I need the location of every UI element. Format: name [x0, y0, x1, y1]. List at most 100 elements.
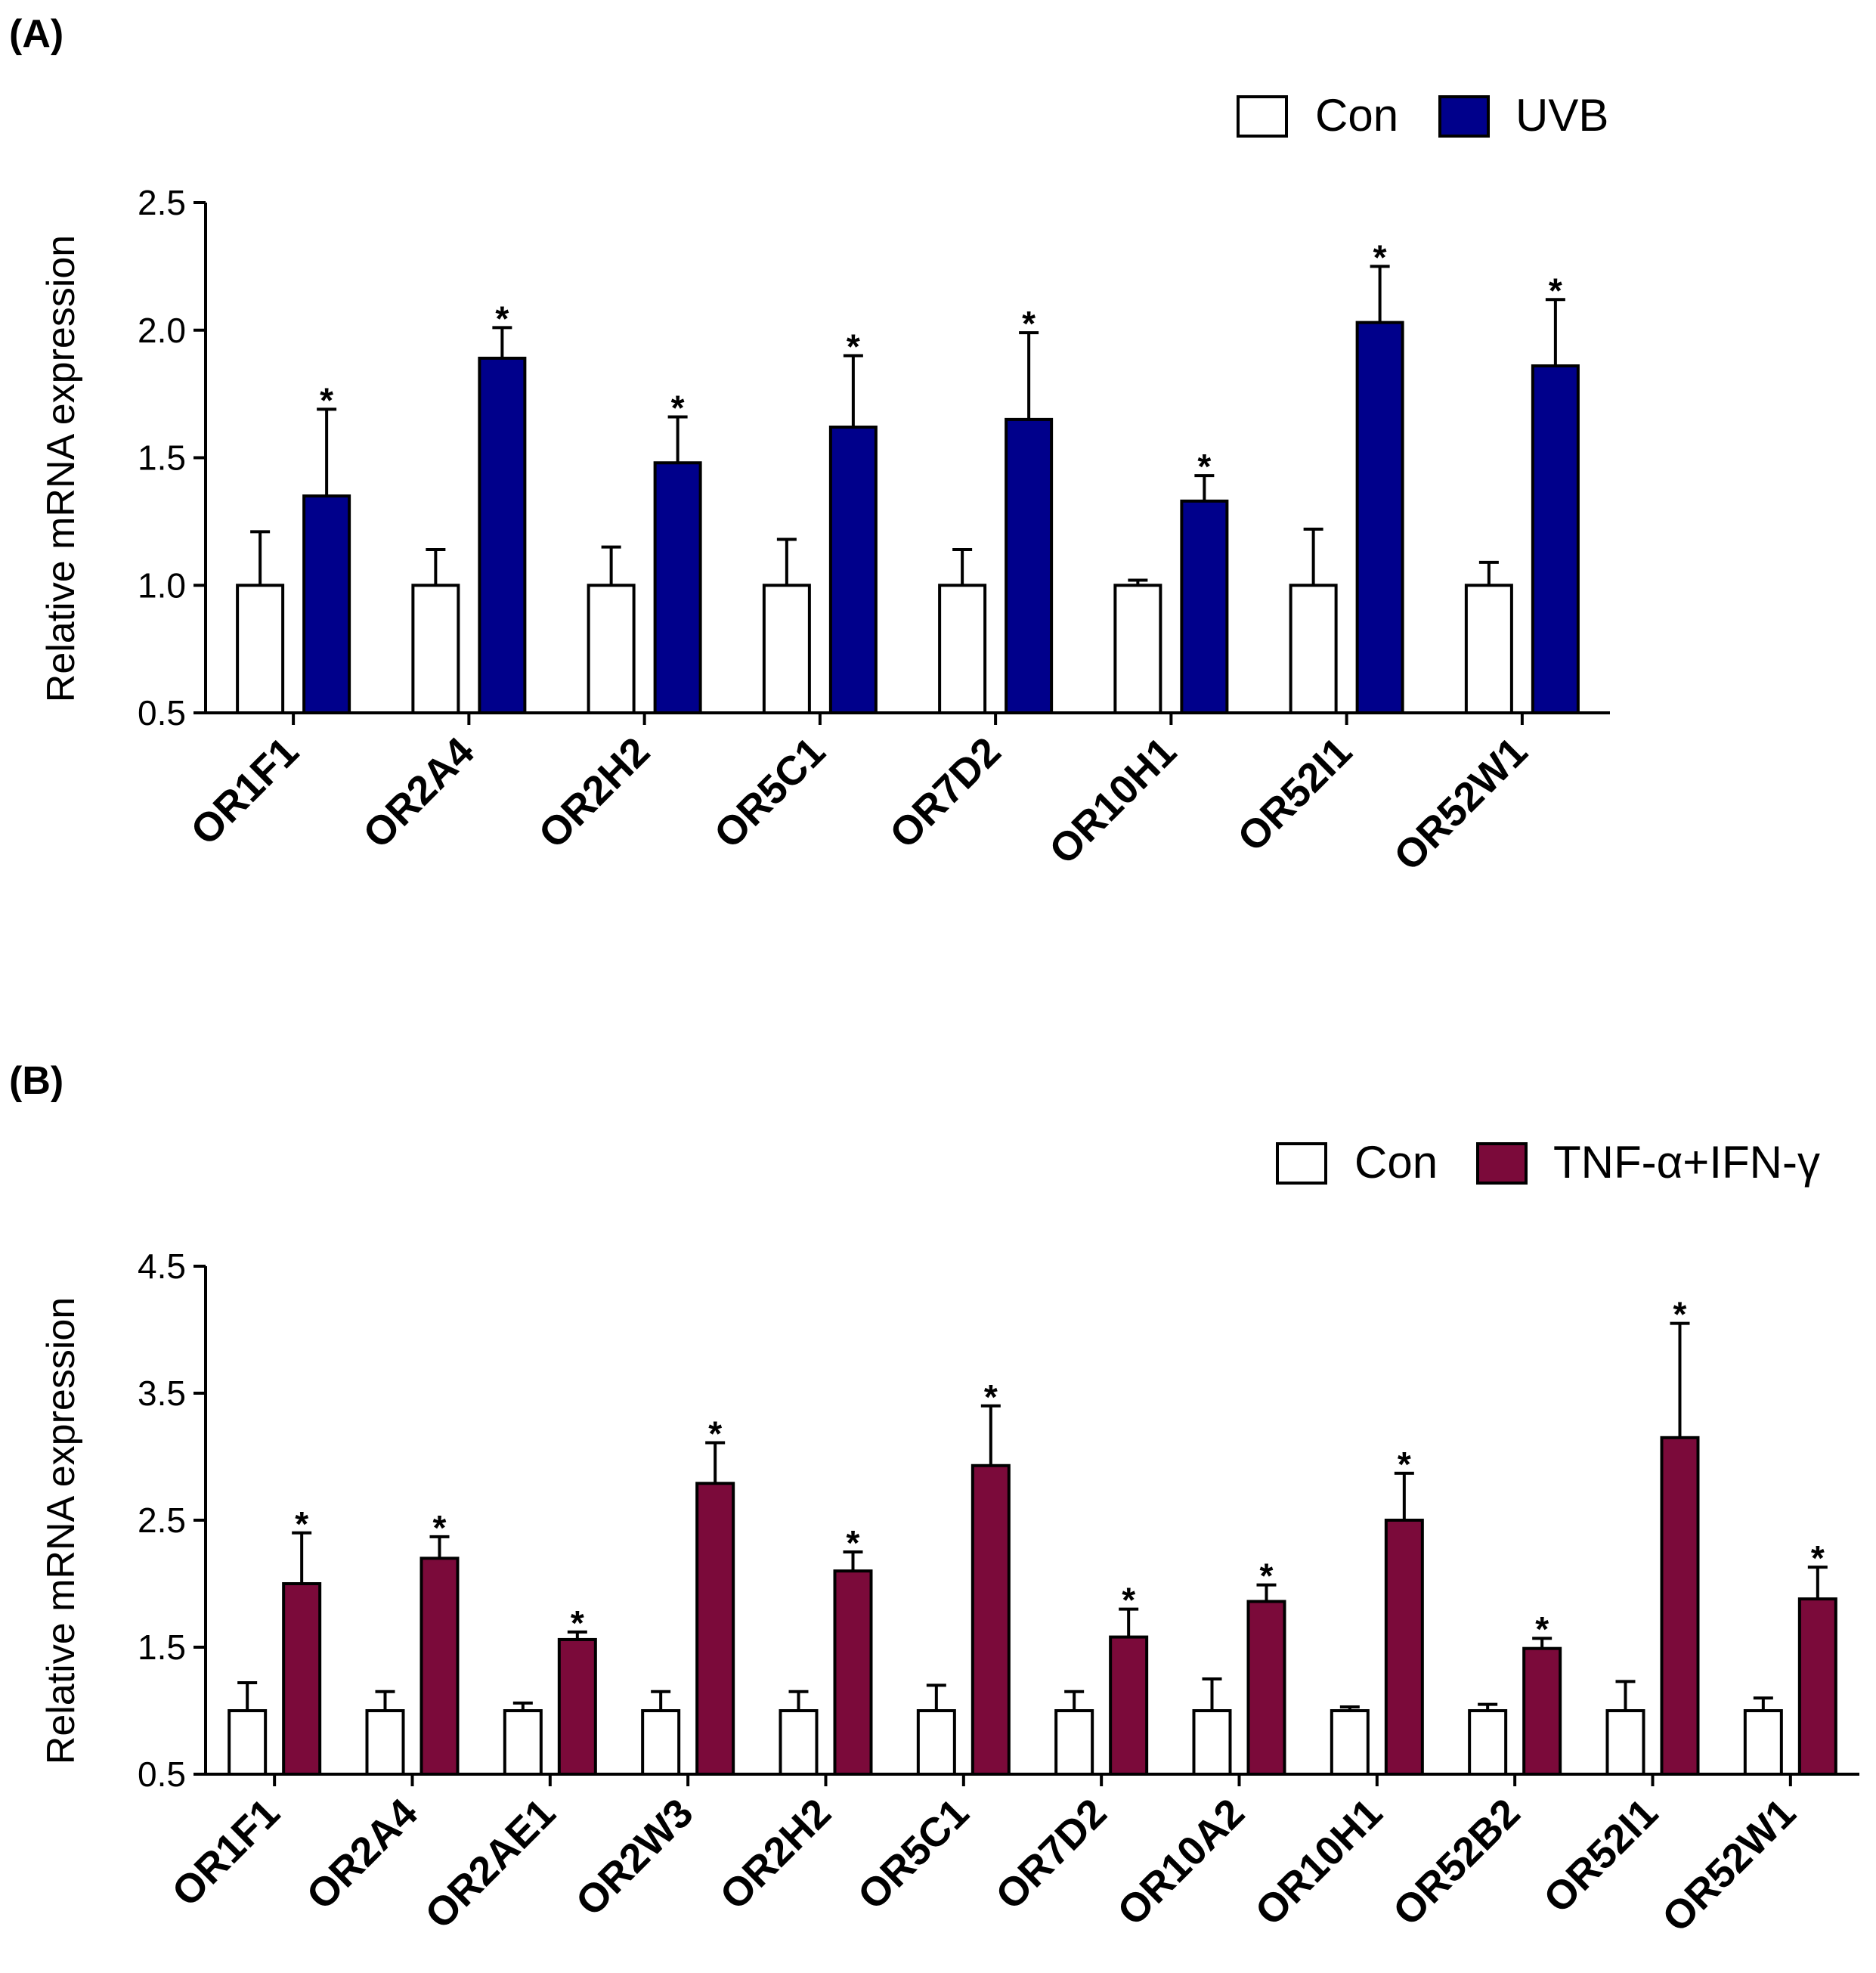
bar-con-OR52W1 — [1743, 1709, 1783, 1776]
category-label-b: OR7D2 — [987, 1790, 1116, 1919]
y-tick-label-b: 0.5 — [138, 1755, 186, 1794]
bar-treatment-OR7D2 — [1005, 417, 1054, 714]
y-tick-label-b: 2.5 — [138, 1501, 186, 1540]
panel-b: (B) Con TNF-α+IFN-γ Relative mRNA expres… — [9, 1059, 1859, 1941]
panel-b-plot: 0.5 1.5 2.5 3.5 4.5 * OR1F1 * OR2A4 * OR2AE1 * OR2W3… — [138, 1247, 1859, 1941]
bar-con-OR52I1 — [1605, 1709, 1645, 1776]
y-tick-label-b: 4.5 — [138, 1247, 186, 1286]
significance-star: * — [1811, 1538, 1825, 1578]
significance-star: * — [1398, 1445, 1411, 1484]
bar-treatment-OR2H2 — [653, 461, 702, 714]
significance-star: * — [1260, 1556, 1274, 1596]
y-tick-label-b: 3.5 — [138, 1374, 186, 1413]
category-label-b: OR5C1 — [850, 1790, 978, 1919]
category-label-a: OR5C1 — [706, 729, 834, 857]
significance-star: * — [495, 299, 509, 338]
bar-con-OR1F1 — [228, 1709, 268, 1776]
bar-treatment-OR1F1 — [282, 1582, 322, 1776]
category-label-b: OR2H2 — [711, 1790, 840, 1919]
bar-con-OR52B2 — [1468, 1709, 1508, 1776]
bar-con-OR2A4 — [365, 1709, 405, 1776]
category-label-b: OR52B2 — [1385, 1790, 1529, 1934]
bar-con-OR5C1 — [916, 1709, 956, 1776]
y-tick-label-b: 1.5 — [138, 1628, 186, 1667]
legend-con-swatch-a — [1237, 95, 1288, 138]
category-label-a: OR52I1 — [1229, 729, 1361, 860]
legend-con-label-b: Con — [1354, 1137, 1438, 1188]
bar-con-OR10H1 — [1113, 584, 1162, 714]
category-label-a: OR1F1 — [182, 729, 308, 854]
panel-a-label: (A) — [9, 12, 63, 56]
significance-star: * — [847, 1523, 860, 1563]
panel-a-ylabel: Relative mRNA expression — [39, 235, 83, 702]
bar-con-OR52I1 — [1289, 584, 1338, 714]
y-tick-label-a: 2.0 — [138, 311, 186, 350]
y-tick-label-a: 1.0 — [138, 565, 186, 605]
bar-treatment-OR7D2 — [1109, 1635, 1149, 1776]
bar-con-OR5C1 — [762, 584, 811, 714]
category-label-a: OR7D2 — [881, 729, 1010, 857]
legend-uvb-label: UVB — [1515, 90, 1608, 141]
bar-treatment-OR2AE1 — [557, 1637, 597, 1776]
category-label-b: OR10H1 — [1246, 1790, 1391, 1934]
category-label-b: OR10A2 — [1109, 1790, 1253, 1934]
category-label-b: OR52W1 — [1654, 1790, 1804, 1940]
category-label-b: OR2AE1 — [416, 1790, 564, 1937]
bar-treatment-OR2W3 — [695, 1482, 735, 1776]
bar-con-OR1F1 — [236, 584, 285, 714]
legend-con-label-a: Con — [1315, 90, 1398, 141]
bar-con-OR2H2 — [587, 584, 636, 714]
legend-uvb-swatch — [1438, 95, 1490, 138]
significance-star: * — [1535, 1609, 1549, 1649]
bar-treatment-OR10H1 — [1384, 1519, 1424, 1776]
bar-treatment-OR2A4 — [419, 1556, 460, 1776]
significance-star: * — [1197, 447, 1211, 486]
bar-con-OR7D2 — [938, 584, 987, 714]
category-label-b: OR2W3 — [567, 1790, 701, 1925]
panel-a-plot: 0.5 1.0 1.5 2.0 2.5 * OR1F1 * OR2A4 * OR2H2 * OR5C1 *… — [138, 183, 1610, 880]
bar-treatment-OR5C1 — [971, 1463, 1011, 1776]
panel-b-legend: Con TNF-α+IFN-γ — [1276, 1137, 1820, 1188]
bar-treatment-OR52B2 — [1522, 1646, 1562, 1776]
y-tick-label-a: 0.5 — [138, 693, 186, 733]
bar-con-OR2H2 — [779, 1709, 819, 1776]
bar-treatment-OR1F1 — [302, 494, 351, 714]
category-label-a: OR2H2 — [530, 729, 658, 857]
panel-a: (A) Con UVB Relative mRNA expression 0.5… — [9, 12, 1610, 880]
significance-star: * — [433, 1508, 447, 1547]
category-label-a: OR52W1 — [1385, 729, 1536, 879]
significance-star: * — [320, 380, 333, 420]
bar-treatment-OR5C1 — [828, 426, 878, 714]
category-label-b: OR2A4 — [298, 1790, 426, 1919]
significance-star: * — [984, 1377, 998, 1417]
bar-con-OR2A4 — [411, 584, 460, 714]
bar-con-OR10H1 — [1330, 1709, 1370, 1776]
bar-con-OR52W1 — [1464, 584, 1513, 714]
significance-star: * — [1122, 1581, 1135, 1620]
y-tick-label-a: 2.5 — [138, 183, 186, 222]
bar-treatment-OR52W1 — [1797, 1597, 1837, 1776]
legend-con-swatch-b — [1276, 1142, 1327, 1185]
panel-b-label: (B) — [9, 1059, 63, 1103]
bar-treatment-OR10A2 — [1246, 1600, 1286, 1776]
significance-star: * — [1549, 271, 1562, 310]
significance-star: * — [1673, 1295, 1687, 1334]
category-label-a: OR10H1 — [1041, 729, 1185, 873]
panel-b-ylabel: Relative mRNA expression — [39, 1297, 83, 1764]
significance-star: * — [708, 1414, 722, 1454]
significance-star: * — [295, 1504, 308, 1544]
legend-tnf-swatch — [1476, 1142, 1528, 1185]
bar-treatment-OR2A4 — [478, 356, 527, 714]
bar-treatment-OR10H1 — [1180, 499, 1229, 714]
category-label-b: OR1F1 — [163, 1790, 289, 1916]
y-tick-label-a: 1.5 — [138, 438, 186, 478]
bar-treatment-OR52W1 — [1531, 364, 1580, 714]
bar-con-OR10A2 — [1192, 1709, 1232, 1776]
bar-treatment-OR52I1 — [1660, 1436, 1700, 1776]
significance-star: * — [571, 1603, 584, 1643]
significance-star: * — [671, 389, 685, 428]
bar-con-OR7D2 — [1054, 1709, 1094, 1776]
legend-tnf-label: TNF-α+IFN-γ — [1553, 1137, 1820, 1188]
significance-star: * — [1373, 237, 1387, 277]
bar-treatment-OR2H2 — [833, 1569, 873, 1776]
